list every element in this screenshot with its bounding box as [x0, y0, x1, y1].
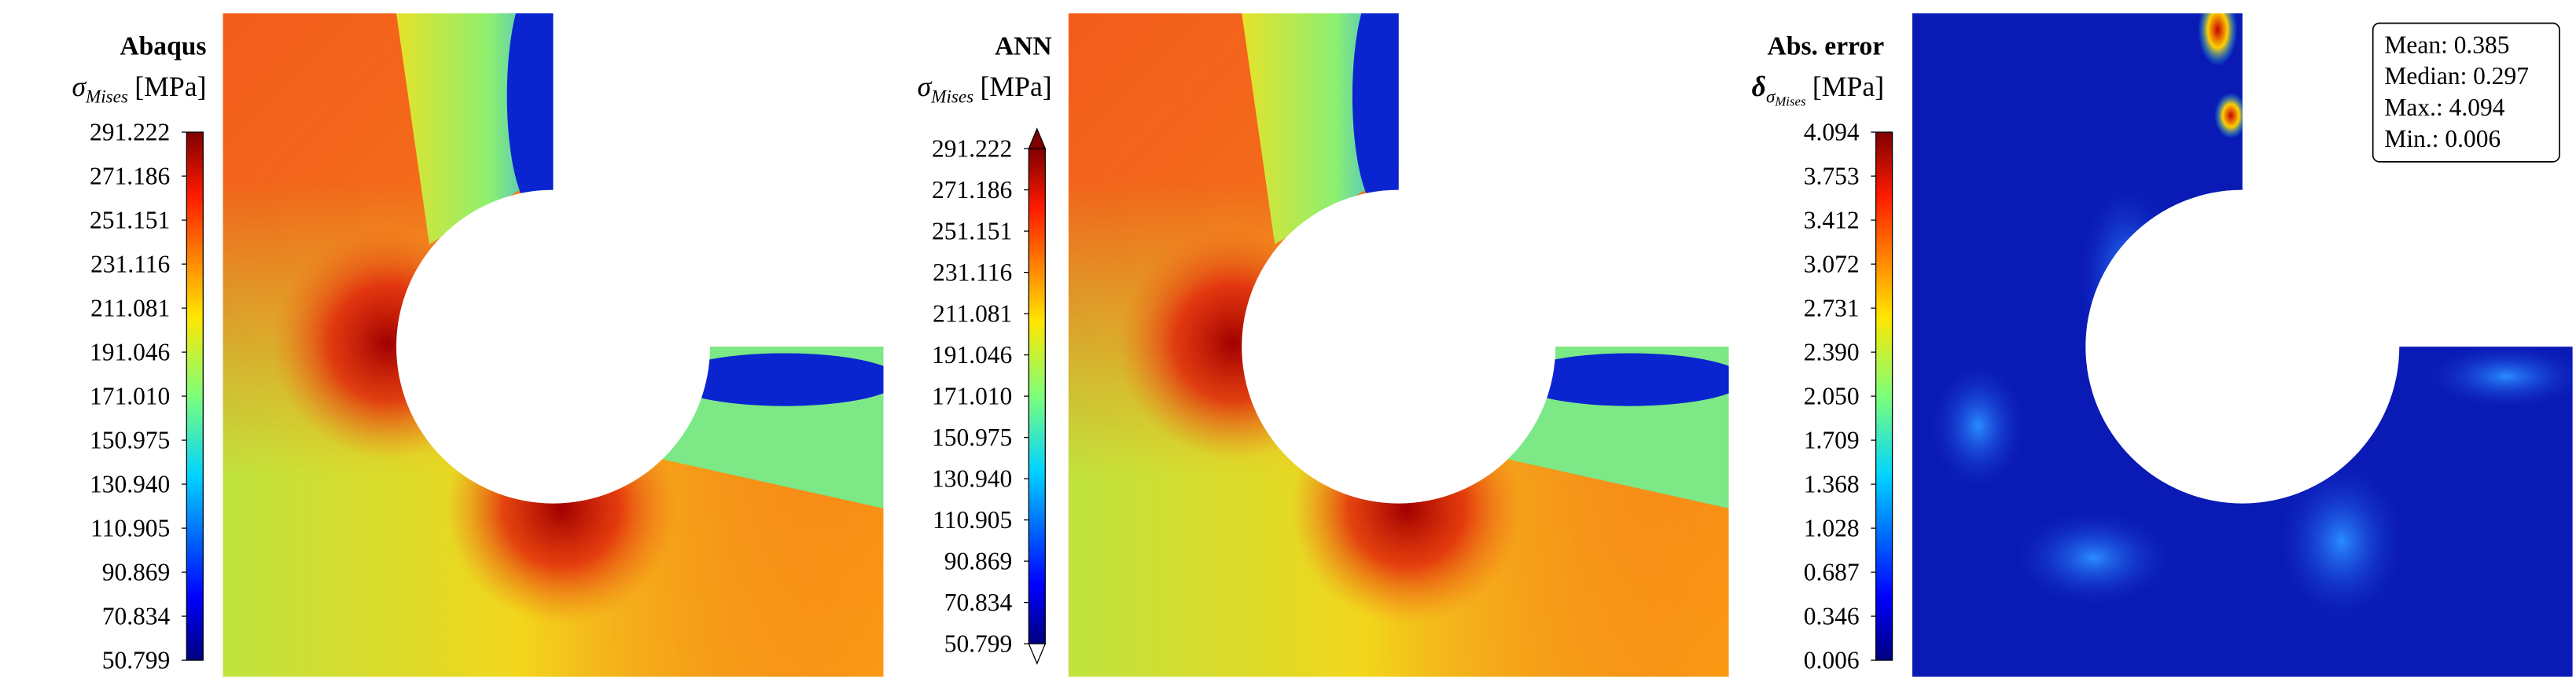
colorbar-ticks: 291.222 271.186 251.151 231.116 211.081 191.0… [90, 119, 1876, 674]
colorbar-tick-label: 0.346 [1804, 603, 1860, 630]
colorbar-tick-label: 70.834 [102, 603, 171, 630]
quantity-label: σMises [MPa] [72, 71, 206, 106]
stat-line: Max.: 4.094 [2384, 94, 2504, 121]
colorbar-tick-label: 150.975 [90, 427, 170, 454]
colorbar-tick-label: 50.799 [944, 630, 1013, 658]
panel-title: Abs. error [1768, 31, 1885, 61]
colorbar-tick-label: 231.116 [90, 251, 170, 278]
colorbar-tick-label: 171.010 [90, 383, 170, 410]
colorbar-tick-label: 291.222 [932, 135, 1012, 163]
colorbar-tick-label: 191.046 [90, 339, 170, 366]
colorbar-tick-label: 150.975 [932, 424, 1012, 451]
colorbar-tick-label: 231.116 [933, 259, 1012, 286]
colorbar-arrow [1028, 127, 1047, 149]
colorbar-tick-label: 271.186 [932, 176, 1012, 204]
colorbar-tick-label: 2.390 [1804, 339, 1860, 366]
colorbar-tick-label: 4.094 [1804, 119, 1860, 146]
colorbar-tick-label: 3.753 [1804, 163, 1860, 190]
colorbar-tick-label: 3.412 [1804, 207, 1860, 234]
panel-title: ANN [995, 31, 1052, 61]
colorbar-tick-label: 191.046 [932, 341, 1012, 369]
colorbar-tick-label: 70.834 [944, 589, 1013, 616]
colorbar-tick-label: 2.050 [1804, 383, 1860, 410]
colorbar-tick-label: 130.940 [90, 471, 170, 498]
colorbar-tick-label: 3.072 [1804, 251, 1860, 278]
colorbar-tick-label: 1.028 [1804, 515, 1860, 542]
colorbar-tick-label: 90.869 [944, 548, 1013, 575]
colorbar-tick-label: 90.869 [102, 559, 171, 586]
colorbar [1875, 131, 1893, 661]
error-plot [1912, 13, 2573, 677]
field-plot [223, 13, 884, 677]
colorbar-tick-label: 50.799 [102, 647, 171, 674]
colorbar-tick-label: 1.368 [1804, 471, 1860, 498]
colorbar-tick-label: 0.006 [1804, 647, 1860, 674]
colorbar-tick-label: 271.186 [90, 163, 170, 190]
colorbar-tick-label: 130.940 [932, 465, 1012, 493]
colorbar-tick-label: 1.709 [1804, 427, 1860, 454]
colorbar-tick-label: 110.905 [90, 515, 170, 542]
colorbar-tick-label: 211.081 [933, 300, 1012, 328]
colorbar-tick-label: 110.905 [933, 506, 1012, 534]
stats-box [2372, 22, 2560, 163]
panel-title: Abaqus [120, 31, 206, 61]
colorbar-tick-label: 2.731 [1804, 295, 1860, 322]
colorbar-tick-label: 251.151 [932, 218, 1012, 245]
stat-line: Median: 0.297 [2384, 62, 2529, 90]
quantity-label: σMises [MPa] [918, 71, 1052, 106]
colorbar-tick-label: 171.010 [932, 383, 1012, 410]
colorbar-tick-label: 251.151 [90, 207, 170, 234]
quantity-label: δσMises [MPa] [1752, 71, 1884, 109]
colorbar-tick-label: 291.222 [90, 119, 170, 146]
colorbar-tick-label: 0.687 [1804, 559, 1860, 586]
stats: Mean: 0.385 Median: 0.297 Max.: 4.094 Min.:… [2384, 31, 2529, 152]
field-plot [1068, 13, 1729, 677]
colorbar [1028, 148, 1046, 644]
colorbar-tick-label: 211.081 [90, 295, 170, 322]
stat-line: Mean: 0.385 [2384, 31, 2509, 58]
colorbar [186, 131, 204, 661]
stat-line: Min.: 0.006 [2384, 125, 2501, 152]
colorbar-arrow [1028, 643, 1047, 665]
